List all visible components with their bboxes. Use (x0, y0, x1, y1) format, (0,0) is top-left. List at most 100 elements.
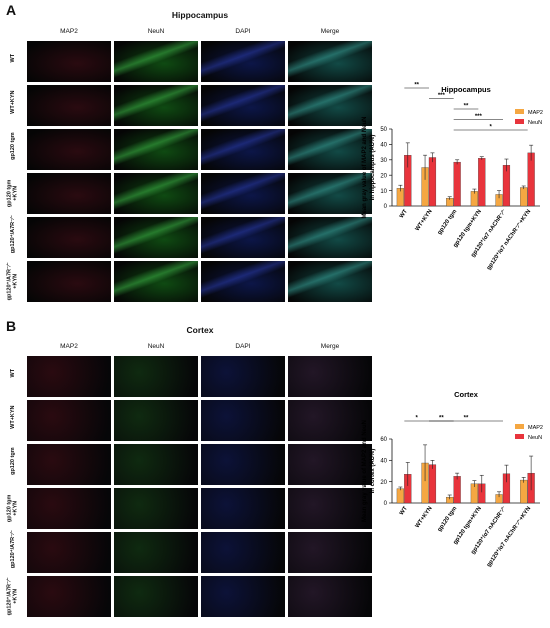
row-label: gp120⁺/A7R⁻⁄⁻ (9, 529, 16, 568)
row-label: WT+KYN (9, 89, 16, 114)
micrograph-map2 (27, 173, 111, 214)
column-label-merge: Merge (320, 343, 340, 350)
x-tick-label: WT+KYN (415, 209, 434, 233)
y-tick-label: 40 (380, 459, 387, 465)
micrograph-dapi (201, 400, 285, 441)
micrograph-merge (288, 261, 372, 302)
y-tick-label: 60 (380, 437, 387, 443)
significance-label: * (489, 125, 492, 131)
column-label-neun: NeuN (147, 28, 165, 35)
micrograph-merge (288, 217, 372, 258)
micrograph-map2 (27, 85, 111, 126)
chart-title: Hippocampus (441, 85, 491, 94)
micrograph-neun (114, 41, 198, 82)
micrograph-neun (114, 400, 198, 441)
micrograph-merge (288, 356, 372, 397)
y-tick-label: 0 (384, 204, 388, 210)
row-label: gp120 tgm (9, 131, 16, 160)
legend-swatch-neun (515, 434, 524, 439)
micrograph-dapi (201, 444, 285, 485)
panel-b-letter: B (6, 318, 17, 334)
legend-swatch-map2 (515, 109, 524, 114)
legend-label: MAP2 (528, 110, 543, 116)
chart-cortex: Cortex Mean gray value of MAP2 and NeuN in… (362, 390, 543, 568)
micrograph-merge (288, 173, 372, 214)
micrograph-map2 (27, 261, 111, 302)
significance-label: ** (439, 416, 444, 422)
column-label-neun: NeuN (147, 343, 165, 350)
micrograph-merge (288, 444, 372, 485)
x-tick-label: WT (399, 505, 409, 516)
micrograph-map2 (27, 488, 111, 529)
micrograph-neun (114, 129, 198, 170)
micrograph-neun (114, 261, 198, 302)
column-label-merge: Merge (320, 28, 340, 35)
micrograph-map2 (27, 41, 111, 82)
bar-map2 (396, 488, 404, 504)
panel-a-title: Hippocampus (171, 10, 229, 20)
micrograph-dapi (201, 85, 285, 126)
bar-map2 (520, 187, 528, 207)
micrograph-dapi (201, 576, 285, 617)
legend-label: NeuN (528, 120, 542, 126)
micrograph-neun (114, 444, 198, 485)
micrograph-neun (114, 532, 198, 573)
row-label: gp120⁺/A7R⁻⁄⁻ (9, 214, 16, 253)
legend-swatch-neun (515, 119, 524, 124)
micrograph-dapi (201, 129, 285, 170)
significance-label: * (415, 416, 418, 422)
micrograph-merge (288, 129, 372, 170)
row-label: gp120⁺/A7R⁻⁄⁻ +KYN (6, 576, 19, 615)
micrograph-dapi (201, 356, 285, 397)
micrograph-neun (114, 217, 198, 258)
bar-map2 (520, 479, 528, 504)
panel-a-letter: A (6, 2, 17, 18)
micrograph-merge (288, 488, 372, 529)
column-label-map2: MAP2 (60, 28, 78, 35)
bar-neun (453, 476, 461, 504)
micrograph-merge (288, 85, 372, 126)
micrograph-map2 (27, 400, 111, 441)
y-axis-label: in hippocampus (AU%) (370, 135, 376, 201)
micrograph-map2 (27, 217, 111, 258)
row-label: WT (9, 53, 16, 62)
chart-hippocampus: Hippocampus Mean gray value of MAP2 and N… (362, 83, 543, 272)
micrograph-dapi (201, 41, 285, 82)
micrograph-map2 (27, 576, 111, 617)
micrograph-merge (288, 41, 372, 82)
micrograph-neun (114, 356, 198, 397)
row-label: gp120 tgm (9, 446, 16, 475)
micrograph-map2 (27, 129, 111, 170)
bar-neun (428, 464, 437, 504)
significance-label: *** (438, 93, 446, 99)
micrograph-neun (114, 488, 198, 529)
x-tick-label: WT+KYN (415, 506, 434, 530)
x-tick-label: gp120 tgm (437, 506, 459, 533)
significance-label: ** (464, 104, 469, 110)
micrograph-merge (288, 400, 372, 441)
panel-b-title: Cortex (186, 325, 214, 335)
x-tick-label: gp120 tgm (437, 209, 459, 236)
row-label: WT+KYN (9, 404, 16, 429)
micrograph-merge (288, 576, 372, 617)
legend-swatch-map2 (515, 424, 524, 429)
y-tick-label: 0 (384, 501, 388, 507)
micrograph-merge (288, 532, 372, 573)
y-tick-label: 20 (380, 173, 387, 179)
micrograph-dapi (201, 173, 285, 214)
micrograph-map2 (27, 356, 111, 397)
chart-title: Cortex (454, 390, 479, 399)
y-axis-label: Mean gray value of MAP2 and NeuN (362, 420, 368, 522)
y-tick-label: 40 (380, 143, 387, 149)
row-label: WT (9, 368, 16, 377)
micrograph-dapi (201, 261, 285, 302)
micrograph-dapi (201, 217, 285, 258)
micrograph-map2 (27, 444, 111, 485)
micrograph-neun (114, 85, 198, 126)
micrograph-map2 (27, 532, 111, 573)
column-label-dapi: DAPI (235, 343, 251, 350)
column-label-dapi: DAPI (235, 28, 251, 35)
legend-label: NeuN (528, 435, 542, 441)
x-tick-label: WT (399, 208, 409, 219)
column-label-map2: MAP2 (60, 343, 78, 350)
